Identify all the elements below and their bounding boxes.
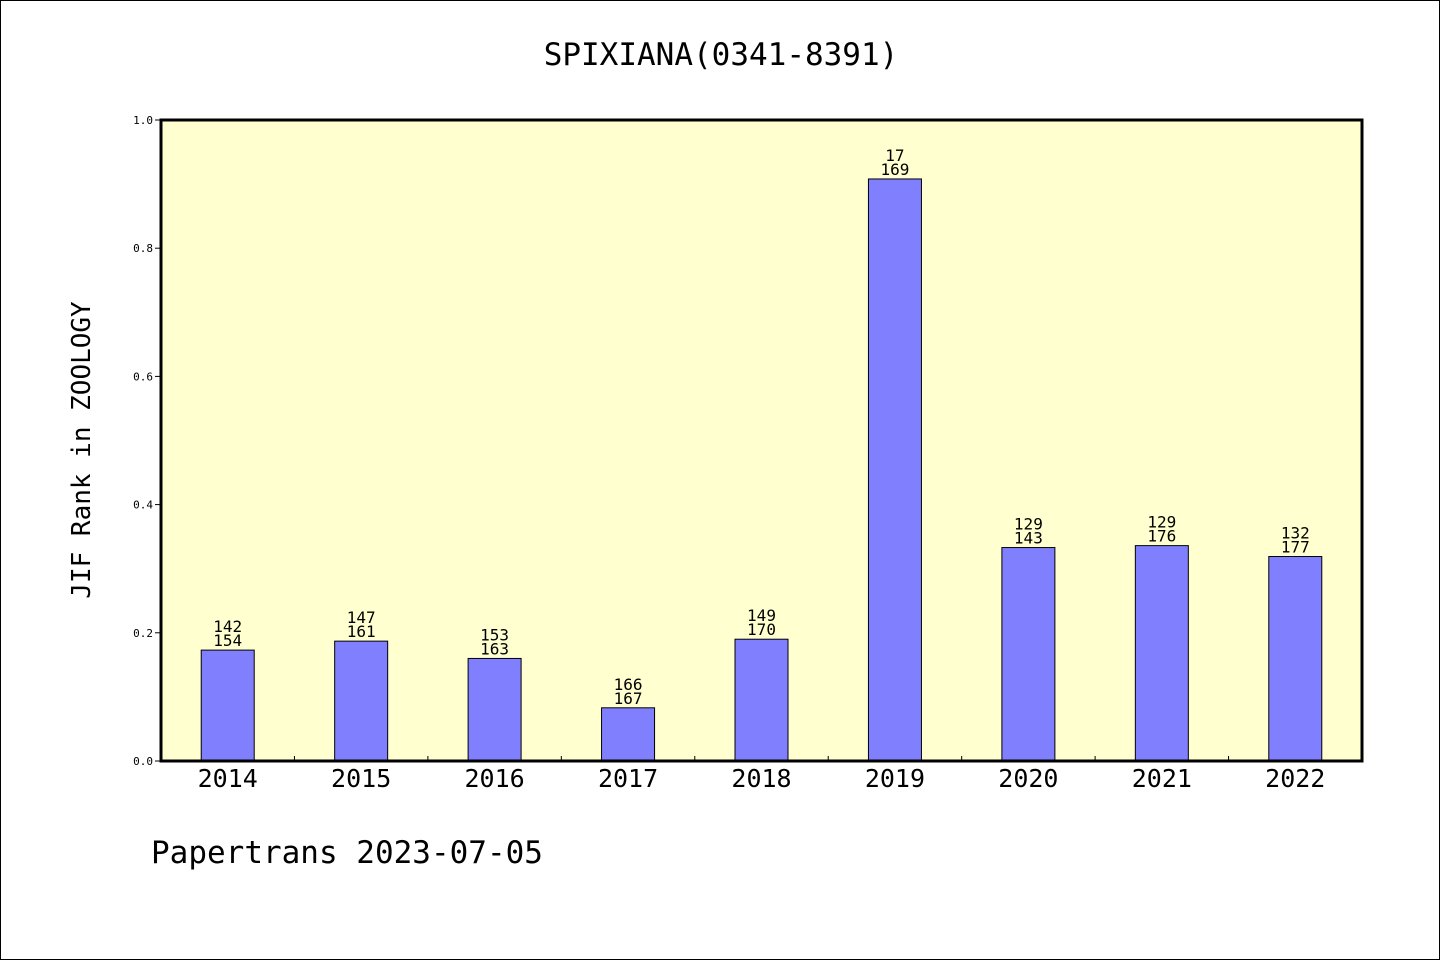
bar-2020 [1001,547,1056,762]
bar-rank-label: 132 [1281,524,1310,543]
bar-rank-label: 149 [747,606,776,625]
x-tick-label: 2022 [1265,764,1325,793]
bar-total-label: 177 [1281,538,1310,557]
bar-rank-label: 142 [213,617,242,636]
bar-rank-label: 153 [480,625,509,644]
bar-2017 [601,707,656,762]
x-tick-label: 2016 [465,764,525,793]
y-tick-label: 1.0 [133,114,153,127]
bar-total-label: 143 [1014,529,1043,548]
bar-total-label: 154 [213,631,242,650]
bar-2019 [867,178,922,762]
bar-rank-label: 129 [1014,515,1043,534]
bar-2016 [467,657,522,762]
y-tick-label: 0.6 [133,370,153,383]
bar-rank-label: 166 [614,675,643,694]
bar-total-label: 163 [480,639,509,658]
bar-total-label: 169 [880,160,909,179]
y-tick-label: 0.4 [133,499,153,512]
bar-2018 [734,638,789,762]
x-tick-label: 2014 [198,764,258,793]
y-tick-label: 0.0 [133,755,153,768]
footer-note: Papertrans 2023-07-05 [151,835,543,871]
bar-2021 [1134,545,1189,762]
bar-2014 [200,649,255,762]
bar-2015 [334,640,389,762]
bar-rank-label: 17 [885,146,904,165]
bar-rank-label: 147 [347,608,376,627]
x-tick-label: 2018 [731,764,791,793]
x-tick-label: 2020 [998,764,1058,793]
bar-2022 [1268,556,1323,762]
bar-total-label: 161 [347,622,376,641]
bar-total-label: 167 [614,689,643,708]
bar-rank-label: 129 [1147,513,1176,532]
y-axis-label: JIF Rank in ZOOLOGY [67,301,97,599]
x-tick-label: 2015 [331,764,391,793]
y-tick-label: 0.2 [133,627,153,640]
bar-total-label: 176 [1147,527,1176,546]
x-tick-label: 2021 [1132,764,1192,793]
x-tick-label: 2017 [598,764,658,793]
bar-total-label: 170 [747,620,776,639]
y-tick-label: 0.8 [133,242,153,255]
chart-title: SPIXIANA(0341-8391) [543,37,899,73]
plot-border [159,118,1364,763]
x-tick-label: 2019 [865,764,925,793]
